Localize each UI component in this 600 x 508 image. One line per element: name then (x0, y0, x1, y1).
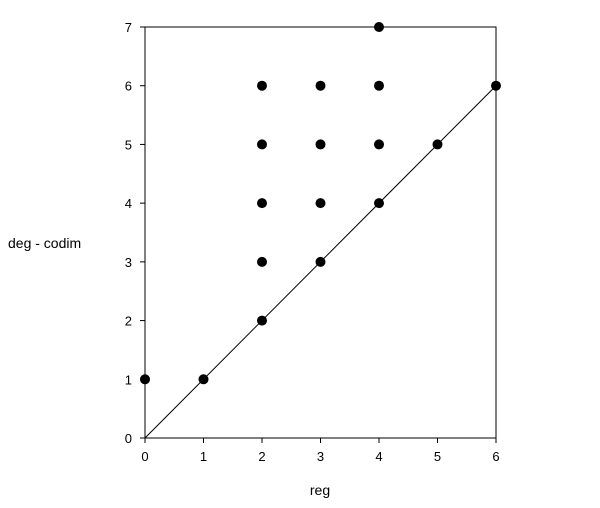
x-tick-label: 0 (141, 449, 148, 464)
x-tick-label: 3 (317, 449, 324, 464)
data-point (140, 374, 150, 385)
x-tick-label: 5 (434, 449, 441, 464)
y-tick-label: 5 (125, 137, 132, 152)
data-point (315, 198, 326, 209)
y-axis-label: deg - codim (8, 235, 81, 251)
y-tick-label: 0 (125, 431, 132, 446)
data-point (257, 80, 267, 91)
data-point (257, 139, 267, 150)
x-axis-label: reg (310, 482, 330, 498)
y-tick-label: 6 (125, 79, 132, 94)
y-tick-label: 1 (125, 372, 132, 387)
data-point (257, 315, 267, 326)
data-point (491, 80, 501, 91)
y-tick-label: 4 (125, 196, 132, 211)
y-tick-label: 3 (125, 255, 132, 270)
y-tick-label: 2 (125, 314, 132, 329)
y-tick-label: 7 (125, 20, 132, 35)
x-tick-label: 6 (492, 449, 499, 464)
ticks-layer: 0 1 2 3 4 5 6 0 1 2 3 4 5 6 7 (125, 20, 500, 464)
x-tick-label: 1 (200, 449, 207, 464)
data-point (315, 139, 326, 150)
data-point (374, 139, 384, 150)
x-tick-label: 4 (375, 449, 382, 464)
data-point (257, 198, 267, 209)
points-layer (140, 22, 501, 385)
data-point (374, 198, 384, 209)
data-point (198, 374, 209, 385)
data-point (374, 80, 384, 91)
data-point (374, 22, 384, 32)
data-point (432, 139, 443, 150)
data-point (257, 256, 267, 267)
x-tick-label: 2 (258, 449, 265, 464)
data-point (315, 80, 326, 91)
data-point (315, 256, 326, 267)
